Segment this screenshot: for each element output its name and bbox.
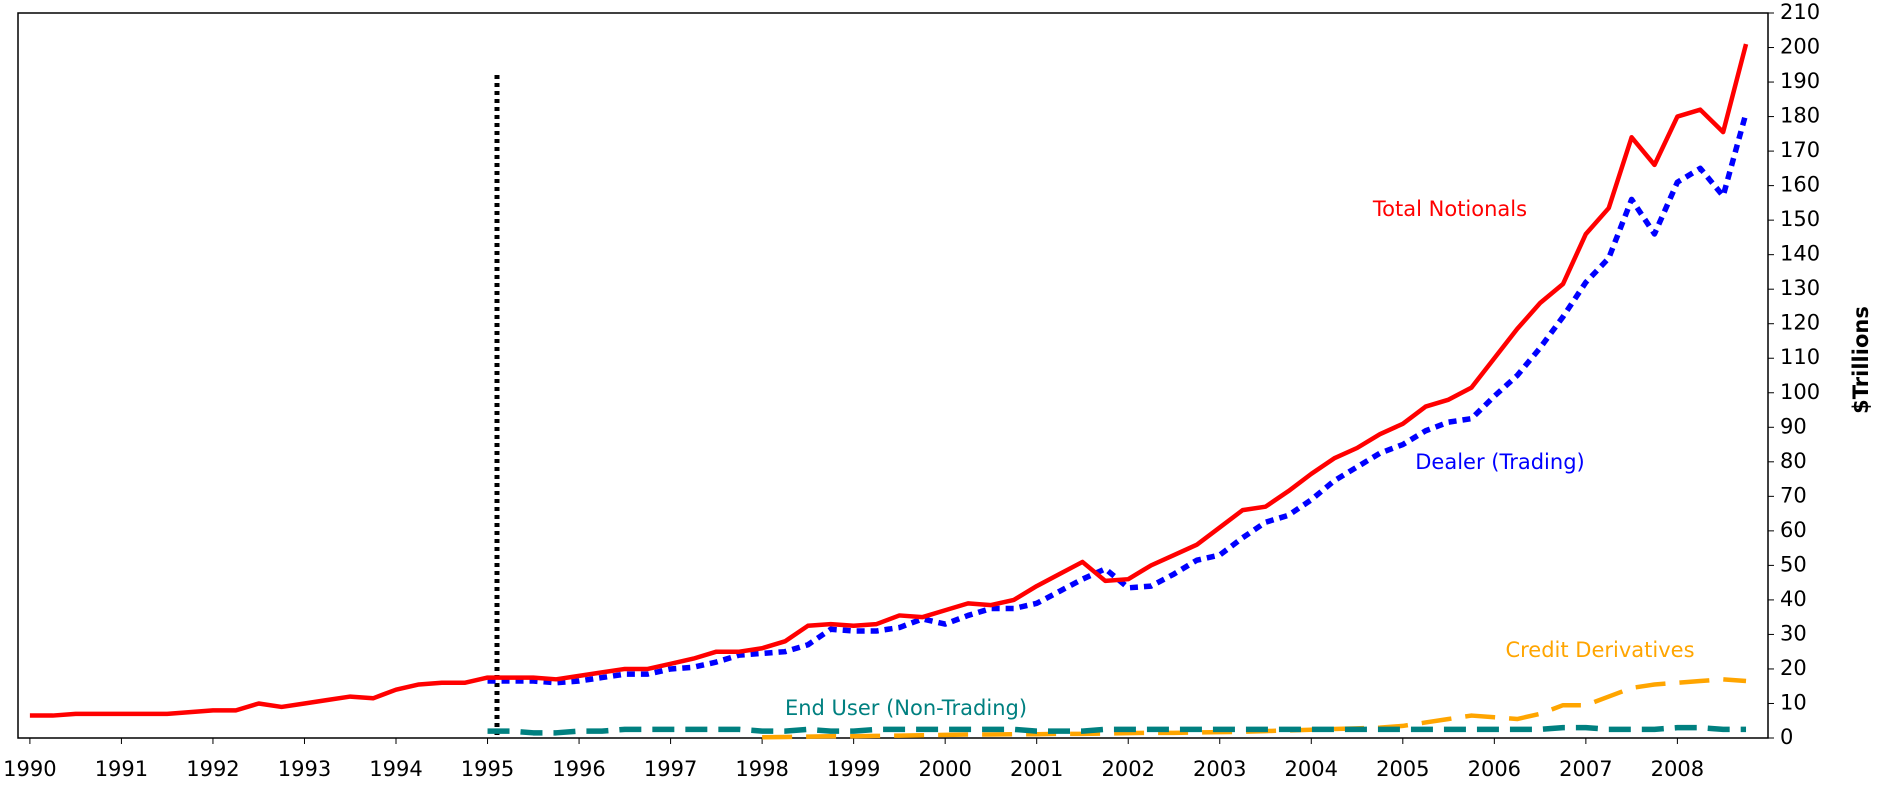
x-tick-label: 1995 xyxy=(461,757,514,781)
x-tick-label: 2004 xyxy=(1285,757,1338,781)
series-label: Total Notionals xyxy=(1372,197,1527,221)
x-tick-label: 2007 xyxy=(1559,757,1612,781)
x-tick-label: 2000 xyxy=(918,757,971,781)
x-tick-label: 2008 xyxy=(1651,757,1704,781)
x-tick-label: 2001 xyxy=(1010,757,1063,781)
y-tick-label: 30 xyxy=(1780,621,1807,645)
x-tick-label: 1997 xyxy=(644,757,697,781)
y-tick-label: 0 xyxy=(1780,725,1793,749)
y-tick-label: 70 xyxy=(1780,483,1807,507)
y-tick-label: 40 xyxy=(1780,587,1807,611)
y-tick-label: 60 xyxy=(1780,518,1807,542)
x-tick-label: 2006 xyxy=(1468,757,1521,781)
y-tick-label: 90 xyxy=(1780,414,1807,438)
series-label: Credit Derivatives xyxy=(1505,638,1694,662)
y-tick-label: 160 xyxy=(1780,173,1820,197)
y-tick-label: 150 xyxy=(1780,207,1820,231)
x-tick-label: 1990 xyxy=(3,757,56,781)
y-tick-label: 120 xyxy=(1780,311,1820,335)
y-tick-label: 80 xyxy=(1780,449,1807,473)
x-tick-label: 2005 xyxy=(1376,757,1429,781)
x-tick-label: 1991 xyxy=(95,757,148,781)
y-axis-title: $Trillions xyxy=(1849,306,1873,414)
y-tick-label: 50 xyxy=(1780,552,1807,576)
x-tick-label: 1999 xyxy=(827,757,880,781)
y-tick-label: 180 xyxy=(1780,104,1820,128)
y-tick-label: 170 xyxy=(1780,138,1820,162)
x-tick-label: 1992 xyxy=(186,757,239,781)
series-line xyxy=(487,112,1749,686)
y-tick-label: 110 xyxy=(1780,345,1820,369)
y-tick-label: 200 xyxy=(1780,35,1820,59)
x-tick-label: 2002 xyxy=(1101,757,1154,781)
y-tick-label: 20 xyxy=(1780,656,1807,680)
series-label: Dealer (Trading) xyxy=(1415,450,1584,474)
x-tick-label: 2003 xyxy=(1193,757,1246,781)
plot-frame xyxy=(17,12,1769,739)
y-tick-label: 210 xyxy=(1780,0,1820,24)
y-tick-label: 190 xyxy=(1780,69,1820,93)
x-tick-label: 1994 xyxy=(369,757,422,781)
x-tick-label: 1996 xyxy=(552,757,605,781)
series-line xyxy=(29,43,1749,718)
y-tick-label: 140 xyxy=(1780,242,1820,266)
y-tick-label: 10 xyxy=(1780,690,1807,714)
y-tick-label: 100 xyxy=(1780,380,1820,404)
series-label: End User (Non-Trading) xyxy=(785,696,1027,720)
y-tick-label: 130 xyxy=(1780,276,1820,300)
x-tick-label: 1993 xyxy=(278,757,331,781)
series-line xyxy=(487,724,1747,736)
x-tick-label: 1998 xyxy=(735,757,788,781)
